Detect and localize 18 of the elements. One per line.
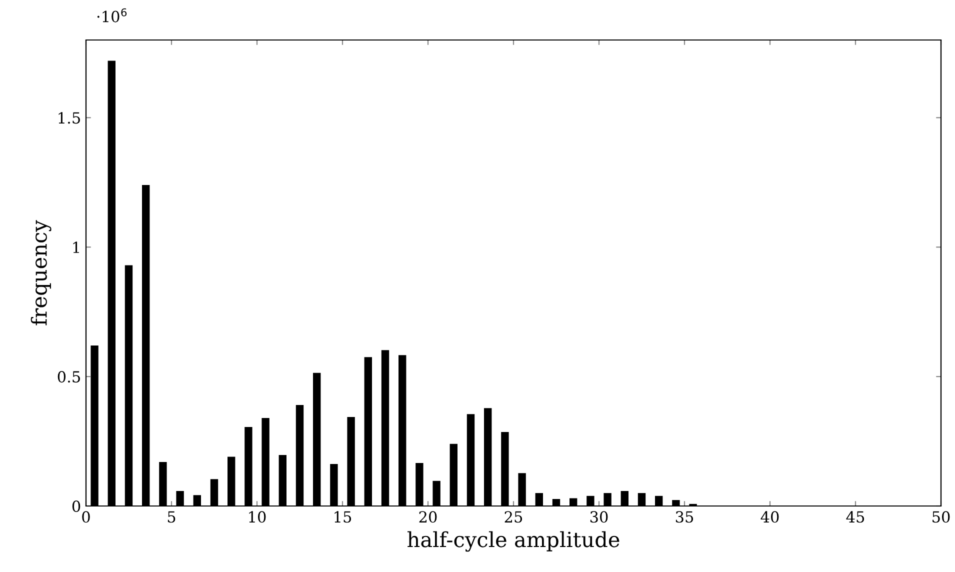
x-tick-label: 50: [932, 511, 950, 523]
x-tick-label: 45: [846, 511, 864, 523]
x-axis-title: half-cycle amplitude: [407, 531, 620, 552]
x-tick-label: 5: [168, 511, 176, 523]
text: ·10$^{6}$: [97, 8, 127, 22]
x-tick-label: 30: [590, 511, 608, 523]
y-tick-label: 0.5: [58, 371, 80, 383]
x-tick-label: 15: [334, 511, 352, 523]
x-tick-label: 35: [676, 511, 694, 523]
y-tick-label: 1: [73, 242, 79, 253]
x-tick-label: 25: [504, 511, 522, 523]
x-tick-label: 0: [82, 511, 90, 523]
x-tick-label: 40: [760, 511, 779, 523]
y-tick-label: 1.5: [58, 112, 80, 124]
x-tick-label: 10: [249, 511, 266, 523]
y-tick-label: 0: [72, 500, 80, 512]
y-axis-title: frequency: [30, 220, 52, 326]
x-tick-label: 20: [419, 511, 437, 523]
